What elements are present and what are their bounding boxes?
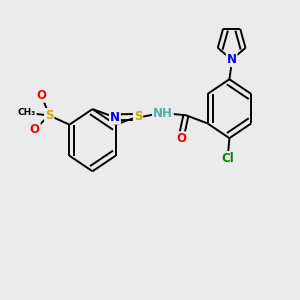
Text: Cl: Cl	[222, 152, 234, 165]
Text: NH: NH	[153, 107, 173, 120]
Text: O: O	[36, 89, 46, 102]
Text: S: S	[45, 109, 53, 122]
Text: N: N	[226, 53, 237, 66]
Text: O: O	[176, 132, 186, 145]
Text: O: O	[30, 123, 40, 136]
Text: S: S	[134, 110, 142, 123]
Text: CH₃: CH₃	[18, 108, 36, 117]
Text: N: N	[110, 111, 120, 124]
